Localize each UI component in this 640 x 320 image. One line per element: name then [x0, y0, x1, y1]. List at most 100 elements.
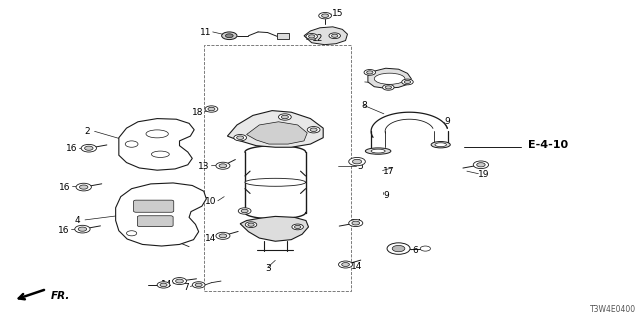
Ellipse shape: [374, 73, 405, 84]
Ellipse shape: [365, 148, 391, 154]
Polygon shape: [240, 216, 308, 241]
Circle shape: [473, 161, 488, 169]
Circle shape: [157, 282, 170, 288]
Text: 16: 16: [60, 183, 71, 192]
Text: FR.: FR.: [51, 291, 70, 300]
Ellipse shape: [146, 130, 168, 138]
Circle shape: [78, 227, 86, 231]
Circle shape: [208, 107, 215, 111]
Text: 5: 5: [357, 162, 363, 171]
Circle shape: [383, 84, 394, 90]
Circle shape: [308, 35, 315, 38]
Circle shape: [364, 69, 376, 75]
Circle shape: [321, 14, 328, 17]
Text: 14: 14: [351, 262, 362, 271]
Circle shape: [219, 234, 227, 238]
Circle shape: [125, 141, 138, 147]
Circle shape: [216, 162, 230, 169]
Text: 14: 14: [205, 234, 216, 243]
Text: 16: 16: [58, 226, 70, 235]
Text: 19: 19: [478, 170, 490, 179]
Circle shape: [353, 159, 362, 164]
Circle shape: [349, 157, 365, 166]
Circle shape: [81, 144, 97, 152]
Text: 9: 9: [445, 117, 451, 126]
Circle shape: [402, 79, 413, 85]
Bar: [204, 45, 351, 291]
Polygon shape: [116, 183, 206, 246]
Ellipse shape: [371, 149, 385, 153]
Circle shape: [294, 225, 301, 228]
Polygon shape: [119, 119, 194, 170]
Circle shape: [248, 223, 254, 226]
Circle shape: [237, 136, 244, 140]
Ellipse shape: [435, 143, 447, 147]
Circle shape: [241, 209, 248, 213]
Polygon shape: [368, 68, 412, 88]
Circle shape: [307, 126, 320, 133]
Circle shape: [332, 34, 338, 37]
Circle shape: [387, 243, 410, 254]
Ellipse shape: [152, 151, 170, 157]
Text: 13: 13: [198, 162, 209, 171]
Text: 8: 8: [362, 101, 367, 110]
Text: E-4-10: E-4-10: [527, 140, 568, 150]
Text: 3: 3: [266, 264, 271, 273]
Circle shape: [205, 106, 218, 112]
Circle shape: [292, 224, 303, 230]
Circle shape: [329, 33, 340, 39]
Text: 17: 17: [383, 167, 394, 176]
Circle shape: [349, 220, 363, 227]
Bar: [277, 33, 289, 39]
Circle shape: [127, 231, 137, 236]
Circle shape: [392, 245, 405, 252]
Polygon shape: [246, 122, 307, 144]
Circle shape: [342, 263, 349, 267]
Circle shape: [352, 221, 360, 225]
Circle shape: [339, 261, 353, 268]
Circle shape: [385, 86, 392, 89]
Circle shape: [319, 12, 332, 19]
Circle shape: [234, 134, 246, 141]
Circle shape: [477, 163, 485, 167]
Text: 1: 1: [384, 81, 390, 90]
Polygon shape: [304, 27, 348, 45]
Circle shape: [306, 34, 317, 39]
Circle shape: [221, 32, 237, 40]
Circle shape: [216, 232, 230, 239]
Text: 9: 9: [384, 190, 390, 200]
Circle shape: [367, 71, 373, 74]
Text: 18: 18: [192, 108, 204, 117]
Polygon shape: [227, 111, 323, 147]
Circle shape: [282, 115, 289, 119]
Text: 6: 6: [413, 246, 419, 255]
FancyBboxPatch shape: [138, 216, 173, 227]
Ellipse shape: [431, 141, 451, 148]
Circle shape: [84, 146, 93, 150]
Circle shape: [192, 282, 205, 288]
Circle shape: [278, 114, 291, 120]
Text: 7: 7: [183, 283, 189, 292]
Text: 14: 14: [351, 219, 362, 228]
Circle shape: [245, 222, 257, 228]
Text: 10: 10: [205, 197, 216, 206]
FancyBboxPatch shape: [134, 200, 173, 212]
Circle shape: [310, 128, 317, 132]
Circle shape: [219, 164, 227, 168]
Circle shape: [79, 185, 88, 189]
Text: 2: 2: [84, 127, 90, 136]
Circle shape: [175, 279, 184, 283]
Circle shape: [76, 183, 92, 191]
Text: 15: 15: [332, 9, 343, 18]
Text: 11: 11: [200, 28, 211, 37]
Circle shape: [404, 80, 411, 84]
Ellipse shape: [245, 178, 306, 186]
Text: 16: 16: [66, 144, 77, 153]
Circle shape: [173, 277, 186, 284]
Circle shape: [75, 225, 90, 233]
Text: 14: 14: [161, 280, 172, 289]
Circle shape: [225, 34, 233, 38]
Circle shape: [160, 283, 167, 287]
Circle shape: [420, 246, 431, 251]
Circle shape: [238, 208, 251, 214]
